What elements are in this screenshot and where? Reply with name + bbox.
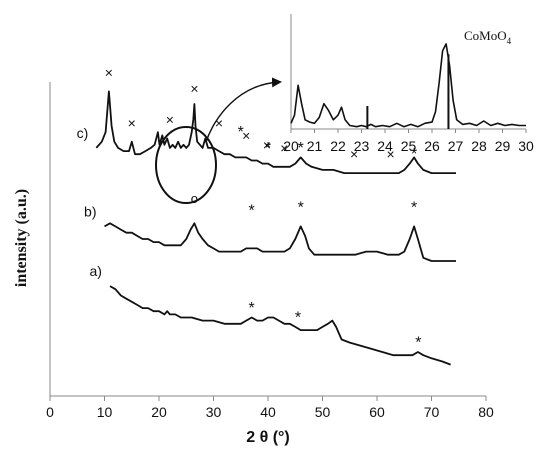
inset-tick-label: 22 [330, 138, 346, 154]
cross-marker: × [263, 137, 271, 153]
x-tick-label: 10 [97, 404, 113, 420]
x-tick-label: 70 [424, 404, 440, 420]
star-marker: * [249, 300, 255, 317]
cross-marker: × [350, 146, 358, 162]
series-label: c) [77, 125, 89, 141]
star-marker: * [298, 140, 304, 157]
x-tick-label: 50 [315, 404, 331, 420]
inset-x-ticks: 20 21 22 23 24 25 26 27 28 29 30 [283, 129, 534, 154]
inset-label: CoMoO4 [464, 28, 512, 46]
y-axis-label: intensity (a.u.) [13, 189, 30, 287]
inset-tick-label: 24 [377, 138, 393, 154]
x-tick-label: 20 [151, 404, 167, 420]
series-line [104, 222, 456, 262]
inset-tick-label: 20 [283, 138, 299, 154]
star-marker: * [411, 199, 417, 216]
cross-marker: × [105, 65, 113, 81]
zoom-circle [155, 126, 217, 204]
series-line [109, 285, 451, 366]
cross-marker: × [242, 127, 250, 143]
annotation-layer: ×× ××××× × × ×** * ** * ****o [105, 65, 422, 352]
series-label: b) [84, 203, 96, 219]
circle-marker: o [191, 191, 198, 206]
x-tick-label: 40 [260, 404, 276, 420]
star-marker: * [298, 199, 304, 216]
cross-marker: × [215, 115, 223, 131]
x-axis-label: 2 θ (°) [246, 429, 290, 446]
inset-tick-label: 30 [518, 138, 534, 154]
series-label: a) [89, 263, 101, 279]
star-marker: * [238, 124, 244, 141]
inset-tick-label: 29 [495, 138, 511, 154]
x-tick-label: 0 [46, 404, 54, 420]
inset-tick-label: 21 [307, 138, 323, 154]
inset-tick-label: 27 [448, 138, 464, 154]
inset-series [290, 43, 526, 129]
x-tick-label: 80 [478, 404, 494, 420]
series-line [95, 90, 456, 174]
star-marker: * [265, 140, 271, 157]
cross-marker: × [280, 140, 288, 156]
inset-tick-label: 23 [354, 138, 370, 154]
star-marker: * [411, 146, 417, 163]
inset-pattern-line [290, 43, 526, 128]
inset-tick-label: 26 [424, 138, 440, 154]
x-tick-label: 60 [369, 404, 385, 420]
inset-chart: 20 21 22 23 24 25 26 27 28 29 30 CoMoO4 [283, 14, 534, 154]
series-labels: c) b) a) [77, 125, 102, 279]
cross-marker: × [387, 146, 395, 162]
x-tick-label: 30 [206, 404, 222, 420]
cross-marker: × [190, 80, 198, 96]
inset-tick-label: 28 [471, 138, 487, 154]
series-layer [95, 90, 456, 366]
cross-marker: × [128, 115, 136, 131]
star-marker: * [415, 334, 421, 351]
zoom-arrow [205, 77, 282, 143]
x-ticks: 0 10 20 30 40 50 60 70 80 [46, 396, 494, 420]
cross-marker: × [166, 112, 174, 128]
star-marker: * [249, 203, 255, 220]
inset-tick-label: 25 [401, 138, 417, 154]
star-marker: * [295, 309, 301, 326]
